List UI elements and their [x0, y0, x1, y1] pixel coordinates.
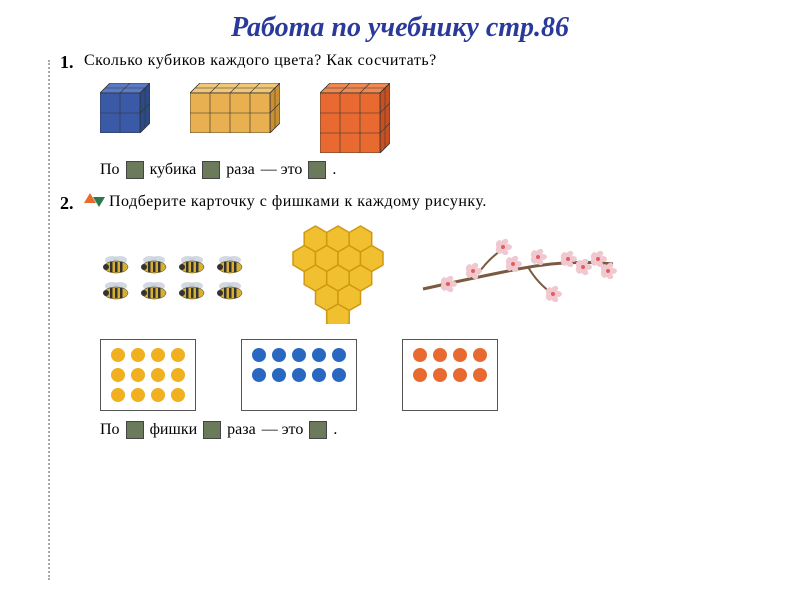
dot: [433, 368, 447, 382]
dot: [111, 388, 125, 402]
fill-word: По: [100, 161, 120, 179]
bee-icon: [100, 253, 134, 275]
bee-icon: [176, 279, 210, 301]
fill-blank: [203, 421, 221, 439]
cubes-row: [100, 83, 750, 153]
fill-blank: [308, 161, 326, 179]
cube-block: [190, 83, 280, 133]
exercise-1-number: 1.: [60, 52, 84, 73]
honeycomb: [278, 224, 388, 324]
exercise-2-number: 2.: [60, 193, 84, 214]
exercise-2-images: [100, 224, 750, 329]
page-title: Работа по учебнику стр.86: [0, 0, 800, 52]
dot-card: [402, 339, 498, 411]
dot: [292, 368, 306, 382]
bee-icon: [214, 253, 248, 275]
exercise-2-header: 2. Подберите карточку с фишками к каждом…: [60, 193, 750, 214]
exercise-2-fill-line: По фишки раза — это .: [100, 421, 750, 439]
bee-icon: [214, 279, 248, 301]
fill-dot: .: [332, 161, 336, 179]
exercise-2-icon: [84, 193, 105, 207]
dot: [171, 368, 185, 382]
exercise-1-fill-line: По кубика раза — это .: [100, 161, 750, 179]
bee-icon: [176, 253, 210, 275]
dot: [131, 368, 145, 382]
dot: [252, 348, 266, 362]
fill-word: — это: [262, 421, 304, 439]
dot-card: [100, 339, 196, 411]
fill-word: раза: [227, 421, 256, 439]
cube-block: [100, 83, 150, 133]
fill-blank: [126, 421, 144, 439]
dot: [131, 388, 145, 402]
dot: [272, 348, 286, 362]
fill-blank: [202, 161, 220, 179]
dot: [453, 368, 467, 382]
dot: [312, 348, 326, 362]
fill-word: раза: [226, 161, 255, 179]
dot: [473, 348, 487, 362]
dot: [131, 348, 145, 362]
fill-word: кубика: [150, 161, 197, 179]
dot: [413, 368, 427, 382]
cards-row: [100, 339, 750, 411]
cube-block: [320, 83, 390, 153]
dot-card: [241, 339, 357, 411]
honeycomb-image: [278, 224, 388, 329]
dot: [151, 388, 165, 402]
dot: [312, 368, 326, 382]
exercise-2-question: Подберите карточку с фишками к каждому р…: [109, 193, 487, 211]
dot: [473, 368, 487, 382]
dot: [272, 368, 286, 382]
dot: [111, 348, 125, 362]
dot: [453, 348, 467, 362]
dot: [433, 348, 447, 362]
branch-image: [418, 229, 618, 324]
dot: [332, 348, 346, 362]
fill-word: фишки: [150, 421, 198, 439]
dot: [171, 348, 185, 362]
margin-dotted-line: [48, 60, 50, 580]
exercise-1-question: Сколько кубиков каждого цвета? Как сосчи…: [84, 52, 437, 70]
exercise-1-header: 1. Сколько кубиков каждого цвета? Как со…: [60, 52, 750, 73]
dot: [151, 348, 165, 362]
bees-image: [100, 253, 248, 301]
bee-icon: [138, 279, 172, 301]
fill-blank: [126, 161, 144, 179]
fill-dot: .: [333, 421, 337, 439]
dot: [171, 388, 185, 402]
bee-icon: [138, 253, 172, 275]
dot: [292, 348, 306, 362]
dot: [151, 368, 165, 382]
content-area: 1. Сколько кубиков каждого цвета? Как со…: [0, 52, 800, 439]
bee-icon: [100, 279, 134, 301]
fill-word: — это: [261, 161, 303, 179]
dot: [252, 368, 266, 382]
dot: [332, 368, 346, 382]
dot: [413, 348, 427, 362]
fill-blank: [309, 421, 327, 439]
fill-word: По: [100, 421, 120, 439]
flower-branch: [418, 229, 618, 319]
dot: [111, 368, 125, 382]
